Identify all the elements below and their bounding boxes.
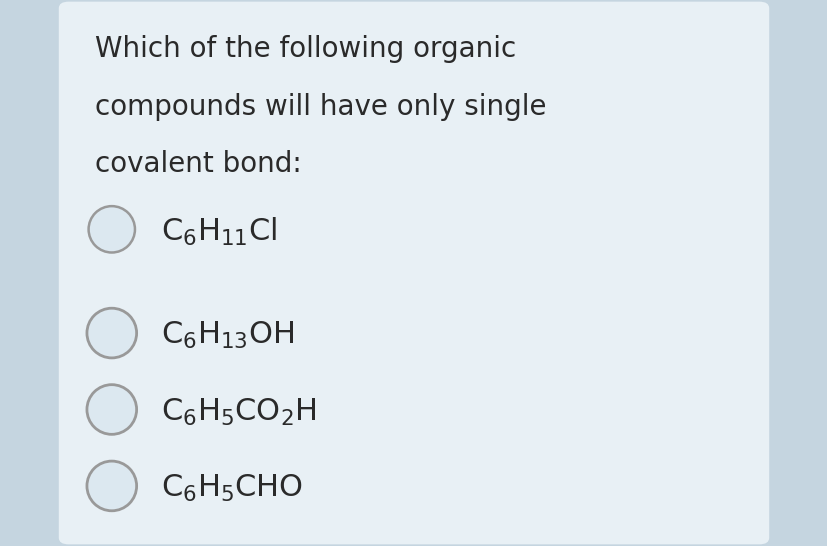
Ellipse shape <box>87 308 136 358</box>
Text: $\mathregular{C_6H_5CHO}$: $\mathregular{C_6H_5CHO}$ <box>161 473 304 504</box>
Text: compounds will have only single: compounds will have only single <box>95 93 546 121</box>
Text: covalent bond:: covalent bond: <box>95 150 302 178</box>
Ellipse shape <box>88 206 135 252</box>
Text: $\mathregular{C_6H_{11}Cl}$: $\mathregular{C_6H_{11}Cl}$ <box>161 216 277 248</box>
Ellipse shape <box>87 461 136 511</box>
FancyBboxPatch shape <box>59 2 768 544</box>
Text: $\mathregular{C_6H_{13}OH}$: $\mathregular{C_6H_{13}OH}$ <box>161 321 294 351</box>
Text: Which of the following organic: Which of the following organic <box>95 35 516 63</box>
Text: $\mathregular{C_6H_5CO_2H}$: $\mathregular{C_6H_5CO_2H}$ <box>161 397 317 428</box>
Ellipse shape <box>87 385 136 434</box>
